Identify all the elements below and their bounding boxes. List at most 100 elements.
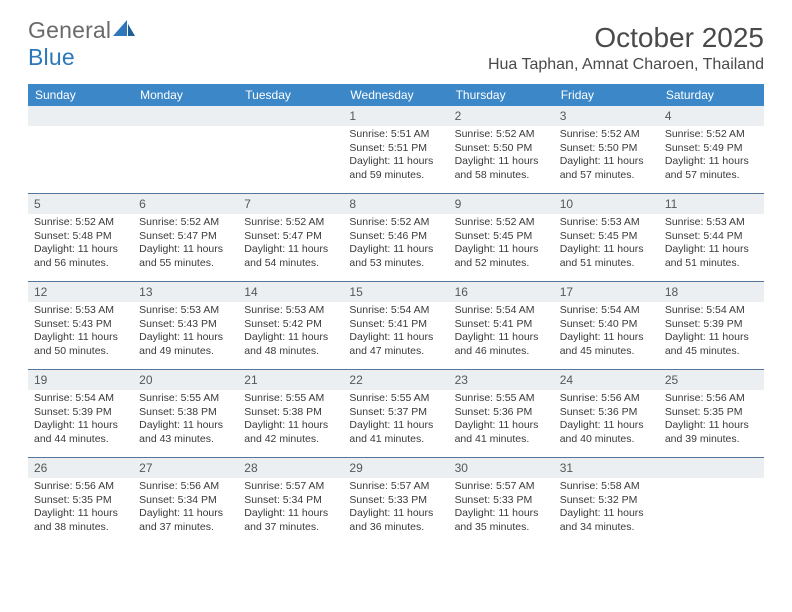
sunset-line: Sunset: 5:45 PM [455, 230, 548, 244]
weekday-header: Wednesday [343, 84, 448, 106]
calendar-week: 12Sunrise: 5:53 AMSunset: 5:43 PMDayligh… [28, 282, 764, 370]
sunrise-line: Sunrise: 5:57 AM [455, 480, 548, 494]
calendar-day-cell: 16Sunrise: 5:54 AMSunset: 5:41 PMDayligh… [449, 282, 554, 370]
daylight-line: Daylight: 11 hours and 45 minutes. [560, 331, 653, 358]
calendar-day-cell: 24Sunrise: 5:56 AMSunset: 5:36 PMDayligh… [554, 370, 659, 458]
sunset-line: Sunset: 5:45 PM [560, 230, 653, 244]
sunset-line: Sunset: 5:35 PM [665, 406, 758, 420]
calendar-page: General Blue October 2025 Hua Taphan, Am… [0, 0, 792, 612]
calendar-day-cell: 20Sunrise: 5:55 AMSunset: 5:38 PMDayligh… [133, 370, 238, 458]
daylight-line: Daylight: 11 hours and 56 minutes. [34, 243, 127, 270]
calendar-week: 19Sunrise: 5:54 AMSunset: 5:39 PMDayligh… [28, 370, 764, 458]
daylight-line: Daylight: 11 hours and 52 minutes. [455, 243, 548, 270]
calendar-day-cell: 21Sunrise: 5:55 AMSunset: 5:38 PMDayligh… [238, 370, 343, 458]
sunrise-line: Sunrise: 5:52 AM [244, 216, 337, 230]
daylight-line: Daylight: 11 hours and 53 minutes. [349, 243, 442, 270]
day-number: 5 [28, 194, 133, 214]
title-block: October 2025 Hua Taphan, Amnat Charoen, … [488, 20, 764, 80]
daylight-line: Daylight: 11 hours and 44 minutes. [34, 419, 127, 446]
sunrise-line: Sunrise: 5:53 AM [665, 216, 758, 230]
sunrise-line: Sunrise: 5:56 AM [34, 480, 127, 494]
sunrise-line: Sunrise: 5:52 AM [139, 216, 232, 230]
brand-logo: General Blue [28, 20, 135, 68]
sunset-line: Sunset: 5:38 PM [139, 406, 232, 420]
day-details: Sunrise: 5:53 AMSunset: 5:43 PMDaylight:… [28, 302, 133, 358]
sunrise-line: Sunrise: 5:54 AM [455, 304, 548, 318]
sunset-line: Sunset: 5:34 PM [244, 494, 337, 508]
day-number: 2 [449, 106, 554, 126]
day-details: Sunrise: 5:53 AMSunset: 5:45 PMDaylight:… [554, 214, 659, 270]
day-details: Sunrise: 5:56 AMSunset: 5:35 PMDaylight:… [659, 390, 764, 446]
sunrise-line: Sunrise: 5:55 AM [244, 392, 337, 406]
sunrise-line: Sunrise: 5:52 AM [455, 128, 548, 142]
sunset-line: Sunset: 5:48 PM [34, 230, 127, 244]
day-number: 13 [133, 282, 238, 302]
calendar-day-cell: 19Sunrise: 5:54 AMSunset: 5:39 PMDayligh… [28, 370, 133, 458]
sunset-line: Sunset: 5:33 PM [349, 494, 442, 508]
calendar-day-cell: 14Sunrise: 5:53 AMSunset: 5:42 PMDayligh… [238, 282, 343, 370]
calendar-day-cell: 5Sunrise: 5:52 AMSunset: 5:48 PMDaylight… [28, 194, 133, 282]
day-details: Sunrise: 5:52 AMSunset: 5:47 PMDaylight:… [238, 214, 343, 270]
day-number: 18 [659, 282, 764, 302]
weekday-header: Sunday [28, 84, 133, 106]
calendar-day-cell: 8Sunrise: 5:52 AMSunset: 5:46 PMDaylight… [343, 194, 448, 282]
day-details: Sunrise: 5:52 AMSunset: 5:49 PMDaylight:… [659, 126, 764, 182]
day-details: Sunrise: 5:53 AMSunset: 5:44 PMDaylight:… [659, 214, 764, 270]
sunset-line: Sunset: 5:41 PM [455, 318, 548, 332]
sunrise-line: Sunrise: 5:56 AM [560, 392, 653, 406]
day-number [133, 106, 238, 126]
day-details: Sunrise: 5:54 AMSunset: 5:39 PMDaylight:… [28, 390, 133, 446]
calendar-day-cell: 12Sunrise: 5:53 AMSunset: 5:43 PMDayligh… [28, 282, 133, 370]
calendar-day-cell: 23Sunrise: 5:55 AMSunset: 5:36 PMDayligh… [449, 370, 554, 458]
calendar-day-cell: 1Sunrise: 5:51 AMSunset: 5:51 PMDaylight… [343, 106, 448, 194]
calendar-day-cell: 30Sunrise: 5:57 AMSunset: 5:33 PMDayligh… [449, 458, 554, 546]
day-number: 30 [449, 458, 554, 478]
day-number: 12 [28, 282, 133, 302]
day-number: 26 [28, 458, 133, 478]
day-details: Sunrise: 5:52 AMSunset: 5:47 PMDaylight:… [133, 214, 238, 270]
day-number: 27 [133, 458, 238, 478]
sunrise-line: Sunrise: 5:57 AM [349, 480, 442, 494]
day-number: 3 [554, 106, 659, 126]
daylight-line: Daylight: 11 hours and 40 minutes. [560, 419, 653, 446]
sunset-line: Sunset: 5:41 PM [349, 318, 442, 332]
daylight-line: Daylight: 11 hours and 38 minutes. [34, 507, 127, 534]
day-details: Sunrise: 5:58 AMSunset: 5:32 PMDaylight:… [554, 478, 659, 534]
weekday-header: Tuesday [238, 84, 343, 106]
day-details: Sunrise: 5:52 AMSunset: 5:50 PMDaylight:… [449, 126, 554, 182]
sunrise-line: Sunrise: 5:55 AM [349, 392, 442, 406]
calendar-day-cell: 7Sunrise: 5:52 AMSunset: 5:47 PMDaylight… [238, 194, 343, 282]
day-details: Sunrise: 5:56 AMSunset: 5:35 PMDaylight:… [28, 478, 133, 534]
daylight-line: Daylight: 11 hours and 55 minutes. [139, 243, 232, 270]
daylight-line: Daylight: 11 hours and 39 minutes. [665, 419, 758, 446]
daylight-line: Daylight: 11 hours and 57 minutes. [665, 155, 758, 182]
daylight-line: Daylight: 11 hours and 41 minutes. [349, 419, 442, 446]
calendar-day-cell: 28Sunrise: 5:57 AMSunset: 5:34 PMDayligh… [238, 458, 343, 546]
sunset-line: Sunset: 5:46 PM [349, 230, 442, 244]
day-number: 14 [238, 282, 343, 302]
daylight-line: Daylight: 11 hours and 47 minutes. [349, 331, 442, 358]
sunrise-line: Sunrise: 5:54 AM [34, 392, 127, 406]
day-number: 4 [659, 106, 764, 126]
calendar-day-cell: 11Sunrise: 5:53 AMSunset: 5:44 PMDayligh… [659, 194, 764, 282]
weekday-header: Monday [133, 84, 238, 106]
calendar-day-cell [659, 458, 764, 546]
day-details: Sunrise: 5:55 AMSunset: 5:38 PMDaylight:… [133, 390, 238, 446]
day-number [659, 458, 764, 478]
sunrise-line: Sunrise: 5:52 AM [349, 216, 442, 230]
day-number: 24 [554, 370, 659, 390]
calendar-grid: 1Sunrise: 5:51 AMSunset: 5:51 PMDaylight… [28, 106, 764, 546]
day-details: Sunrise: 5:57 AMSunset: 5:33 PMDaylight:… [343, 478, 448, 534]
day-details: Sunrise: 5:55 AMSunset: 5:38 PMDaylight:… [238, 390, 343, 446]
sunrise-line: Sunrise: 5:54 AM [560, 304, 653, 318]
sunset-line: Sunset: 5:38 PM [244, 406, 337, 420]
daylight-line: Daylight: 11 hours and 51 minutes. [665, 243, 758, 270]
brand-word-1: General [28, 17, 111, 43]
calendar-day-cell: 22Sunrise: 5:55 AMSunset: 5:37 PMDayligh… [343, 370, 448, 458]
day-details: Sunrise: 5:57 AMSunset: 5:34 PMDaylight:… [238, 478, 343, 534]
day-details: Sunrise: 5:54 AMSunset: 5:41 PMDaylight:… [343, 302, 448, 358]
page-header: General Blue October 2025 Hua Taphan, Am… [28, 20, 764, 80]
day-number: 25 [659, 370, 764, 390]
daylight-line: Daylight: 11 hours and 46 minutes. [455, 331, 548, 358]
day-details: Sunrise: 5:54 AMSunset: 5:39 PMDaylight:… [659, 302, 764, 358]
